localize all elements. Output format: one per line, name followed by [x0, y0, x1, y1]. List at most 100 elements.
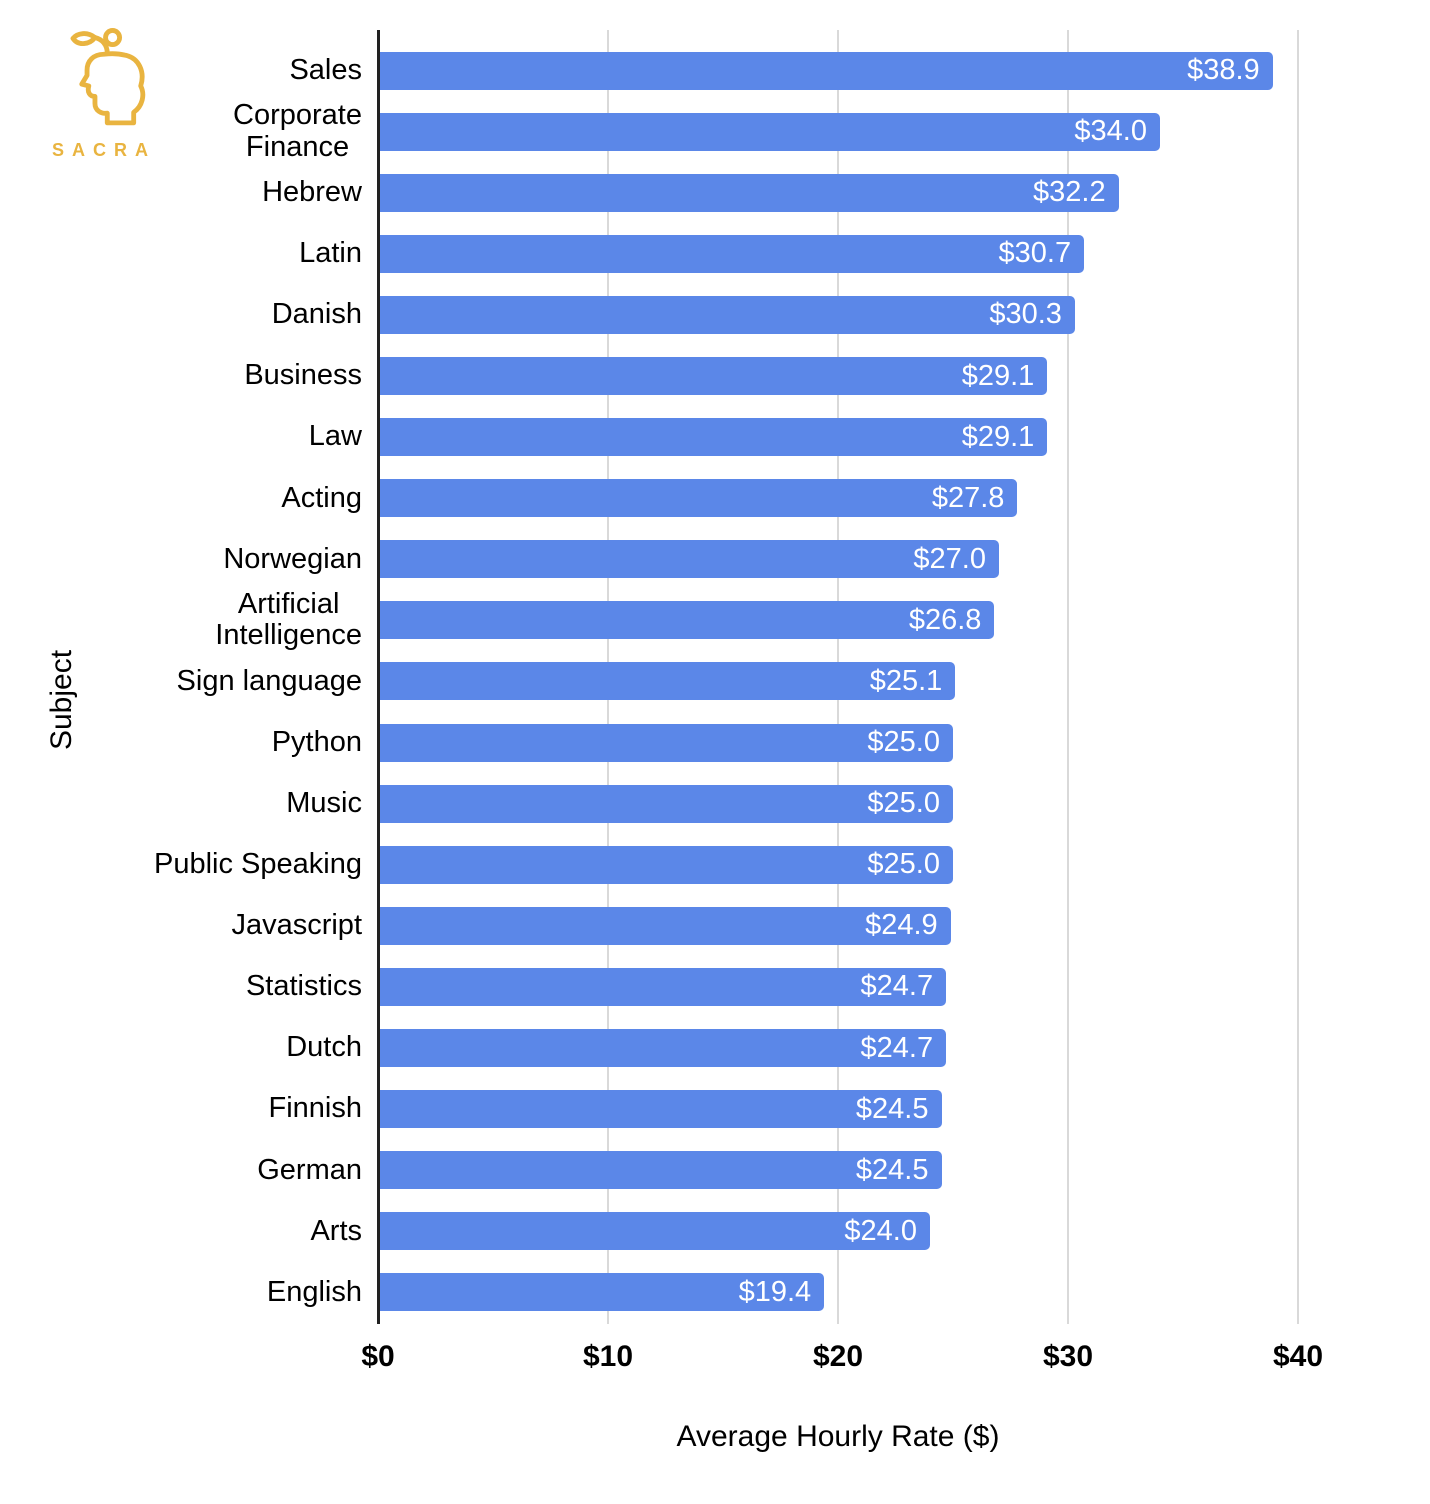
bar-track: $32.2: [378, 173, 1390, 212]
bar-value-label: $24.5: [855, 1153, 929, 1186]
bar-value-label: $24.5: [855, 1092, 929, 1125]
bar-track: $19.4: [378, 1273, 1390, 1312]
category-label: Dutch: [286, 1031, 362, 1064]
x-tick-label: $0: [361, 1340, 395, 1373]
bar-row: Artificial Intelligence $26.8: [38, 588, 1390, 652]
category-label: English: [266, 1275, 362, 1308]
bar-value-label: $29.1: [961, 359, 1035, 392]
category-label: Arts: [310, 1214, 362, 1247]
bar: $25.0: [378, 845, 953, 884]
bar-track: $29.1: [378, 357, 1390, 396]
bar-track: $27.0: [378, 540, 1390, 579]
bar: $30.7: [378, 234, 1085, 273]
x-tick-label: $40: [1272, 1340, 1324, 1373]
bar-track: $25.0: [378, 784, 1390, 823]
bar: $38.9: [378, 51, 1273, 90]
bar-row: Acting $27.8: [38, 468, 1390, 529]
gridline: [1297, 30, 1299, 1324]
category-label: Business: [244, 359, 362, 392]
bar-track: $25.0: [378, 845, 1390, 884]
sacra-logo-text: SACRA: [52, 140, 157, 160]
bar-row: Python $25.0: [38, 712, 1390, 773]
bar: $32.2: [378, 173, 1119, 212]
bar-row: Public Speaking $25.0: [38, 834, 1390, 895]
bar-row: Norwegian $27.0: [38, 529, 1390, 590]
bar-row: Business $29.1: [38, 345, 1390, 406]
bar: $24.7: [378, 967, 947, 1006]
bar-value-label: $25.1: [869, 664, 943, 697]
category-label: Finnish: [268, 1092, 363, 1125]
bar-track: $24.7: [378, 1029, 1390, 1068]
bar: $30.3: [378, 295, 1075, 334]
bar-row: Hebrew $32.2: [38, 162, 1390, 223]
bar-value-label: $32.2: [1033, 176, 1106, 209]
bar-track: $24.5: [378, 1151, 1390, 1190]
bar-rows: Sales $38.9 Corporate Finance $34.0 Hebrew $3…: [38, 40, 1390, 1323]
bar-track: $24.5: [378, 1090, 1390, 1129]
bar-track: $24.0: [378, 1212, 1390, 1251]
category-label: Norwegian: [223, 542, 362, 575]
bar: $24.0: [378, 1212, 930, 1251]
bar-value-label: $30.7: [998, 237, 1072, 270]
bar: $25.0: [378, 723, 953, 762]
bar: $24.5: [378, 1151, 942, 1190]
gridline: [1067, 30, 1069, 1324]
bar-track: $26.8: [378, 601, 1390, 640]
bar-row: Latin $30.7: [38, 223, 1390, 284]
category-label: Law: [308, 420, 362, 453]
bar-track: $24.7: [378, 967, 1390, 1006]
bar-track: $25.0: [378, 723, 1390, 762]
bar: $29.1: [378, 418, 1048, 457]
bar-value-label: $25.0: [867, 726, 940, 759]
bar-row: English $19.4: [38, 1262, 1390, 1323]
category-label: German: [257, 1153, 362, 1186]
bar: $25.1: [378, 662, 956, 701]
bar-value-label: $24.9: [865, 909, 938, 942]
y-axis-line: [377, 30, 380, 1324]
bar-value-label: $38.9: [1187, 54, 1260, 87]
bar-row: Arts $24.0: [38, 1201, 1390, 1262]
bar-row: German $24.5: [38, 1140, 1390, 1201]
x-tick-label: $20: [812, 1340, 864, 1373]
bar-row: Law $29.1: [38, 407, 1390, 468]
bar-row: Sign language $25.1: [38, 651, 1390, 712]
category-label: Artificial Intelligence: [215, 588, 362, 652]
bar-row: Music $25.0: [38, 773, 1390, 834]
bar: $29.1: [378, 357, 1048, 396]
bar-row: Javascript $24.9: [38, 895, 1390, 956]
bar-track: $34.0: [378, 112, 1390, 151]
bar-value-label: $25.0: [867, 787, 940, 820]
category-label: Public Speaking: [154, 848, 362, 881]
bar-row: Statistics $24.7: [38, 956, 1390, 1017]
bar-row: Finnish $24.5: [38, 1079, 1390, 1140]
bar-value-label: $27.8: [931, 481, 1005, 514]
category-label: Corporate Finance: [233, 99, 362, 163]
bar: $24.5: [378, 1090, 942, 1129]
bar-track: $25.1: [378, 662, 1390, 701]
category-label: Acting: [281, 481, 362, 514]
bar-value-label: $34.0: [1074, 115, 1147, 148]
category-label: Sign language: [176, 664, 362, 697]
bar-track: $24.9: [378, 906, 1390, 945]
bar-track: $30.3: [378, 295, 1390, 334]
category-label: Statistics: [245, 970, 362, 1003]
category-label: Hebrew: [262, 176, 362, 209]
x-tick-label: $10: [582, 1340, 634, 1373]
bar-value-label: $24.0: [844, 1214, 917, 1247]
bar-value-label: $19.4: [738, 1275, 812, 1308]
category-label: Music: [286, 787, 362, 820]
sacra-logo-icon: [70, 28, 146, 126]
x-axis-ticks: $0 $10 $20 $30 $40: [361, 1340, 1390, 1380]
bar: $24.7: [378, 1029, 947, 1068]
bar-track: $29.1: [378, 418, 1390, 457]
bar-value-label: $24.7: [860, 1031, 934, 1064]
bar-value-label: $24.7: [860, 970, 934, 1003]
bar-value-label: $26.8: [908, 603, 982, 636]
bar-track: $30.7: [378, 234, 1390, 273]
bar-value-label: $27.0: [913, 542, 986, 575]
category-label: Danish: [271, 298, 362, 331]
bar-row: Dutch $24.7: [38, 1018, 1390, 1079]
bar-track: $27.8: [378, 479, 1390, 518]
bar-track: $38.9: [378, 51, 1390, 90]
category-label: Sales: [289, 53, 362, 86]
